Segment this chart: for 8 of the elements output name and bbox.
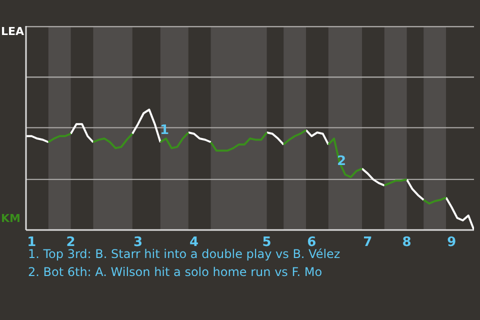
text: KM xyxy=(1,212,20,225)
x-tick-label: 8 xyxy=(402,235,412,250)
text: 2. Bot 6th: A. Wilson hit a solo home run vs F. Mo xyxy=(28,264,324,281)
text: LEA xyxy=(1,25,24,38)
annotation: 2 xyxy=(337,154,346,169)
x-tick-label: 9 xyxy=(447,235,456,250)
x-tick-label: 7 xyxy=(363,235,372,250)
annotation: 1 xyxy=(160,123,170,138)
